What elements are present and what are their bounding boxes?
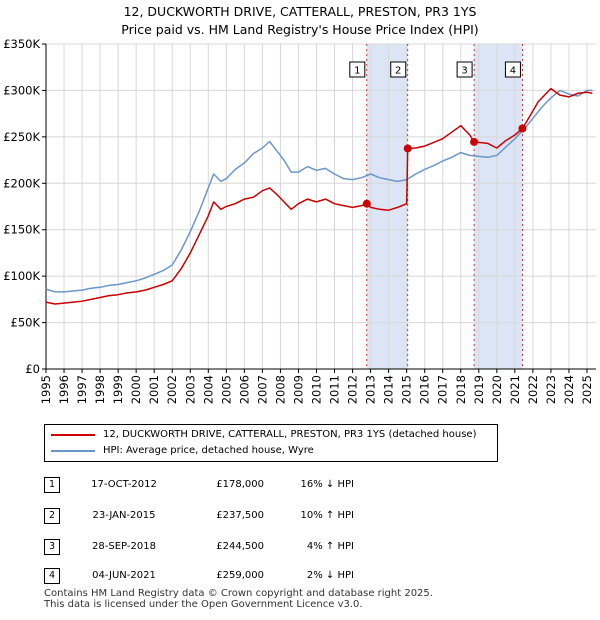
x-tick-label: 2016: [418, 375, 432, 404]
x-tick-label: 2007: [255, 375, 269, 404]
x-tick-label: 2003: [183, 375, 197, 404]
y-tick-label: £250K: [3, 130, 40, 144]
y-tick-label: £350K: [3, 37, 40, 51]
chart-title-line1: 12, DUCKWORTH DRIVE, CATTERALL, PRESTON,…: [123, 4, 477, 19]
x-tick-label: 2001: [147, 375, 161, 404]
y-tick-label: £200K: [3, 176, 40, 190]
transaction-date: 23-JAN-2015: [92, 510, 156, 521]
x-tick-label: 2013: [364, 375, 378, 404]
chart-title-line2: Price paid vs. HM Land Registry's House …: [121, 22, 479, 37]
sale-number-box: [456, 61, 473, 78]
footer-licence: This data is licensed under the Open Gov…: [44, 599, 363, 610]
transaction-number: 3: [44, 539, 60, 555]
sale-number-label: 2: [395, 66, 401, 77]
x-tick-label: 1997: [75, 375, 89, 404]
footer: Contains HM Land Registry data © Crown c…: [44, 588, 433, 610]
sale-point: [518, 124, 527, 133]
x-tick-label: 2024: [562, 375, 576, 404]
transaction-number: 1: [44, 477, 60, 493]
transaction-date: 04-JUN-2021: [92, 570, 156, 581]
transaction-hpi: 2% ↓ HPI: [306, 570, 354, 581]
transaction-price: £244,500: [216, 541, 264, 552]
x-tick-label: 2025: [580, 375, 594, 404]
transaction-price: £259,000: [216, 570, 264, 581]
transaction-hpi: 16% ↓ HPI: [300, 479, 354, 490]
x-tick-label: 2021: [508, 375, 522, 404]
footer-copyright: Contains HM Land Registry data © Crown c…: [44, 588, 433, 599]
x-tick-label: 2009: [291, 375, 305, 404]
legend-label-hpi: HPI: Average price, detached house, Wyre: [103, 445, 314, 456]
x-tick-label: 2019: [472, 375, 486, 404]
legend-label-property: 12, DUCKWORTH DRIVE, CATTERALL, PRESTON,…: [103, 429, 477, 440]
x-tick-label: 2010: [309, 375, 323, 404]
transaction-date: 28-SEP-2018: [92, 541, 156, 552]
x-tick-label: 2005: [219, 375, 233, 404]
y-tick-label: £150K: [3, 223, 40, 237]
transaction-hpi: 4% ↑ HPI: [306, 541, 354, 552]
x-tick-label: 1996: [57, 375, 71, 404]
x-tick-label: 2018: [454, 375, 468, 404]
x-tick-label: 2008: [273, 375, 287, 404]
transaction-price: £178,000: [216, 479, 264, 490]
transaction-price: £237,500: [216, 510, 264, 521]
sale-number-label: 1: [354, 66, 360, 77]
x-tick-label: 2011: [328, 375, 342, 404]
x-tick-label: 2006: [237, 375, 251, 404]
transaction-number: 2: [44, 508, 60, 524]
x-tick-label: 2017: [436, 375, 450, 404]
legend-swatch-property: [51, 434, 95, 436]
x-tick-label: 2022: [526, 375, 540, 404]
y-tick-label: £300K: [3, 83, 40, 97]
x-tick-label: 2023: [544, 375, 558, 404]
series-line-property: [45, 87, 593, 305]
sale-number-box: [349, 61, 366, 78]
series-line-hpi: [45, 89, 593, 293]
transaction-hpi: 10% ↑ HPI: [300, 510, 354, 521]
y-tick-label: £0: [25, 362, 40, 376]
legend-swatch-hpi: [51, 450, 95, 452]
y-tick-label: £100K: [3, 269, 40, 283]
x-tick-label: 1998: [93, 375, 107, 404]
sale-number-box: [390, 61, 407, 78]
sale-point: [362, 199, 371, 208]
sale-point: [403, 144, 412, 153]
x-tick-label: 1999: [111, 375, 125, 404]
sale-number-label: 4: [510, 66, 516, 77]
x-tick-label: 2012: [346, 375, 360, 404]
transaction-date: 17-OCT-2012: [91, 479, 157, 490]
sale-number-label: 3: [461, 66, 467, 77]
sale-point: [470, 137, 479, 146]
legend: 12, DUCKWORTH DRIVE, CATTERALL, PRESTON,…: [44, 424, 498, 462]
x-tick-label: 2020: [490, 375, 504, 404]
x-tick-label: 2002: [165, 375, 179, 404]
x-tick-label: 2015: [400, 375, 414, 404]
x-tick-label: 2014: [382, 375, 396, 404]
x-tick-label: 2004: [201, 375, 215, 404]
y-tick-label: £50K: [11, 316, 41, 330]
x-tick-label: 2000: [129, 375, 143, 404]
transaction-number: 4: [44, 568, 60, 584]
price-chart: £0 £50K £100K £150K £200K £250K £300K £350K 1995…: [3, 37, 596, 404]
sale-number-box: [504, 61, 521, 78]
x-tick-label: 1995: [39, 375, 53, 404]
